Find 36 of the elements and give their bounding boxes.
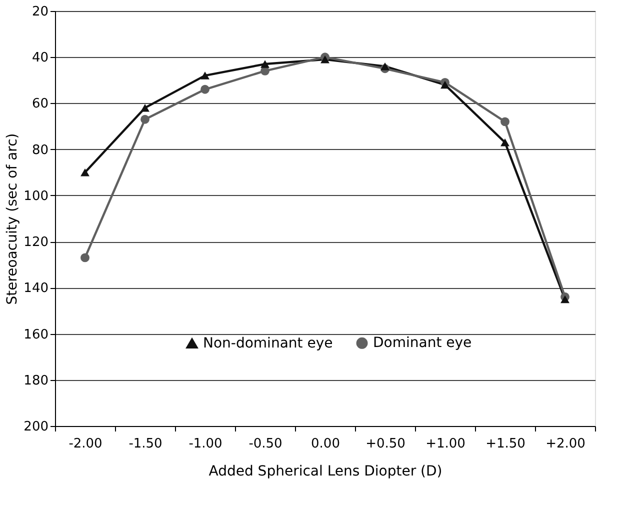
point [560,295,570,304]
point [440,80,450,89]
x-tick-label: -2.00 [68,436,102,452]
x-tick-label: +1.00 [426,436,466,452]
y-tick-label: 60 [32,96,48,112]
point [140,114,150,124]
y-tick-label: 200 [24,420,48,434]
x-tick-label: -1.00 [188,436,222,452]
x-tick-label: +2.00 [546,436,586,452]
y-tick-label: 140 [24,281,48,296]
y-tick-label: 20 [32,4,48,20]
point [140,104,150,112]
point [320,56,330,64]
y-axis-title: Stereoacuity (sec of arc) [4,133,21,305]
point [200,84,210,94]
x-axis-title: Added Spherical Lens Diopter (D) [208,464,442,480]
legend-label: Dominant eye [373,335,472,352]
point [500,138,510,146]
y-tick-label: 80 [32,142,48,158]
y-tick-label: 40 [32,50,48,66]
point [80,168,90,176]
x-tick-label: -1.50 [128,436,162,452]
x-tick-label: +0.50 [366,436,406,452]
x-tick-label: 0.00 [311,436,340,452]
x-tick-label: +1.50 [486,436,526,452]
point [80,253,90,262]
y-tick-label: 120 [24,235,48,250]
point [260,60,270,68]
x-tick-label: -0.50 [248,436,282,452]
point [500,117,510,126]
legend-label: Non-dominant eye [203,335,333,352]
y-tick-label: 100 [24,188,48,204]
point [200,72,210,80]
y-tick-label: 180 [24,373,48,388]
point [380,62,390,70]
y-tick-label: 160 [24,327,48,342]
